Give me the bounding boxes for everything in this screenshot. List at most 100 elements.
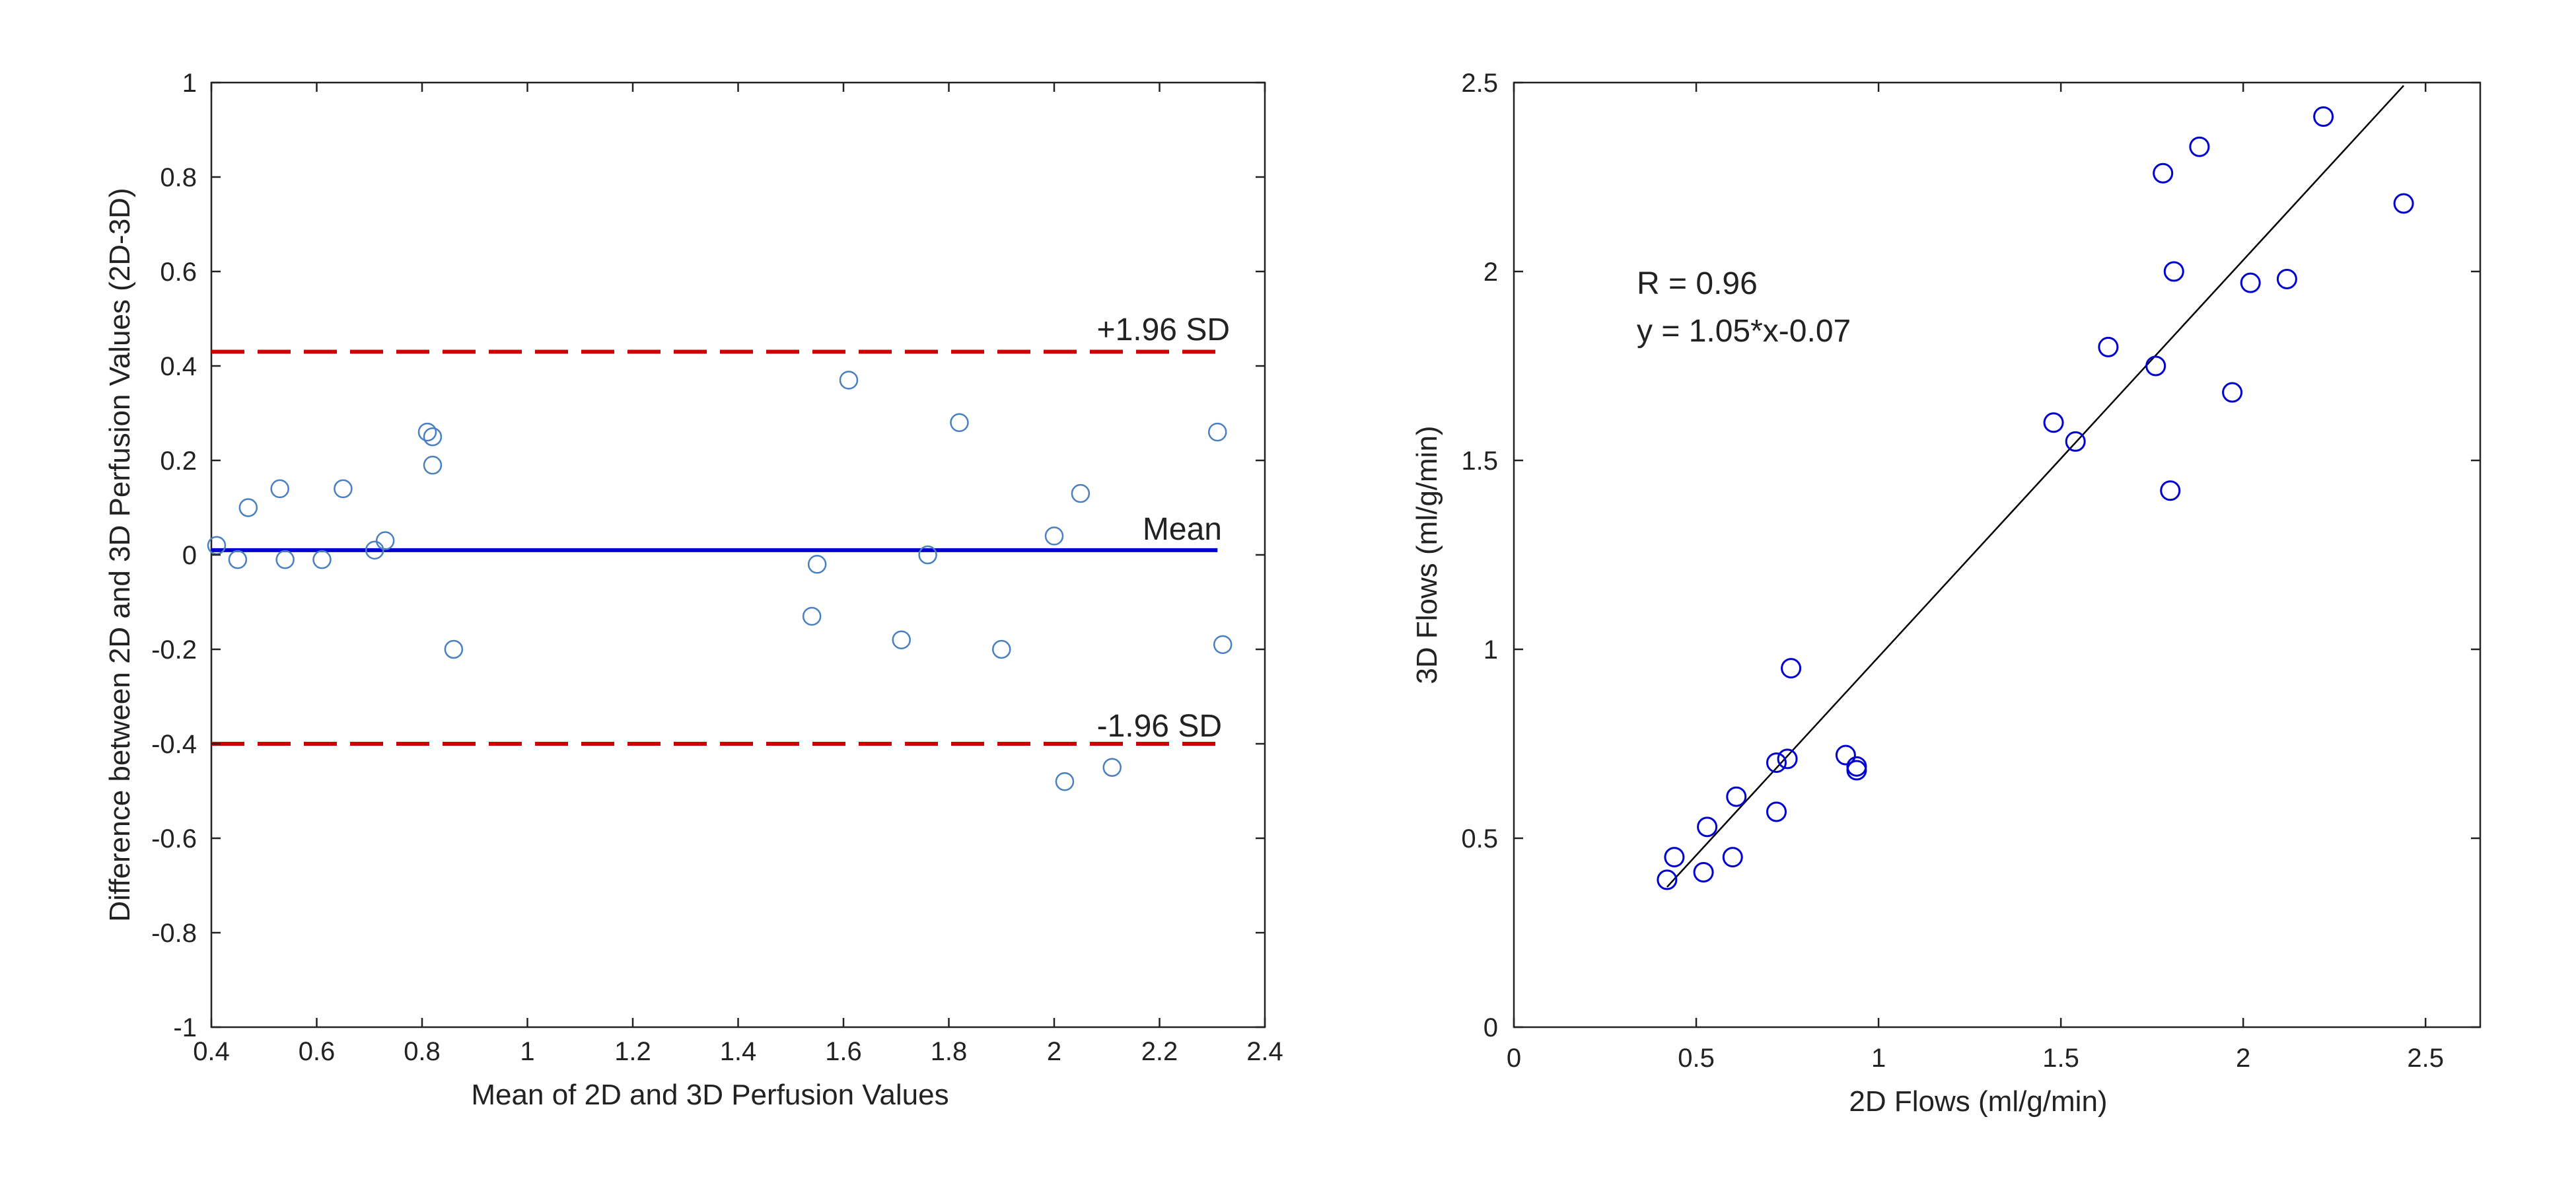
difference-point: [275, 550, 295, 569]
flow-point: [1664, 847, 1685, 868]
difference-point: [312, 550, 332, 569]
x-tick-label: 2.4: [1246, 1037, 1283, 1066]
y-tick-label: 0.6: [160, 258, 197, 287]
correlation-plot-area: [1513, 81, 2482, 1028]
flow-point: [2276, 268, 2297, 289]
bland-altman-plot: 0.4 0.6 0.8 1 1.2 1.4 1.6 1.8 2 2.2 2.4 -1 -0.8 -0.6…: [104, 69, 1283, 1111]
flow-point: [1766, 752, 1787, 774]
x-tick-label: 0: [1507, 1044, 1521, 1073]
bland-altman-reference-lines: [211, 349, 1218, 746]
correlation-points: [1657, 106, 2414, 890]
flow-point: [2163, 261, 2184, 282]
flow-point: [2313, 106, 2334, 127]
difference-point: [238, 498, 258, 517]
x-tick-label: 2: [1047, 1037, 1061, 1066]
flow-point: [2393, 193, 2414, 214]
bland-altman-upper-limit-label: +1.96 SD: [1097, 312, 1230, 347]
flow-point: [2145, 355, 2166, 377]
y-tick-label: -0.6: [151, 824, 197, 853]
difference-point: [1207, 422, 1227, 442]
difference-point: [1102, 758, 1122, 777]
x-tick-label: 2.2: [1141, 1037, 1178, 1066]
flow-point: [1693, 861, 1714, 883]
difference-point: [802, 606, 822, 626]
difference-point: [992, 639, 1011, 659]
difference-point: [423, 427, 443, 447]
flow-point: [1835, 744, 1856, 766]
difference-point: [1213, 635, 1233, 655]
x-tick-label: 0.4: [193, 1037, 230, 1066]
y-tick-label: -0.2: [151, 635, 197, 665]
x-tick-label: 0.5: [1678, 1044, 1715, 1073]
flow-point: [1697, 816, 1718, 838]
difference-point: [918, 545, 937, 565]
fit-line: [1666, 85, 2404, 888]
y-tick-label: 2.5: [1461, 69, 1498, 98]
flow-point: [1657, 869, 1678, 890]
difference-point: [365, 540, 384, 560]
correlation-fit-line-group: [1666, 85, 2404, 888]
flow-point: [1726, 786, 1747, 807]
flow-point: [1846, 760, 1867, 781]
correlation-r-annotation: R = 0.96: [1637, 266, 1758, 301]
bland-altman-lower-limit-label: -1.96 SD: [1097, 709, 1222, 744]
x-tick-label: 1: [1871, 1044, 1886, 1073]
difference-point: [444, 639, 464, 659]
bland-altman-y-ticks: -1 -0.8 -0.6 -0.4 -0.2 0 0.2 0.4 0.6 0.8 1: [151, 69, 1265, 1042]
difference-point: [1055, 772, 1075, 791]
correlation-equation-annotation: y = 1.05*x-0.07: [1637, 314, 1851, 349]
difference-point: [207, 536, 227, 555]
difference-point: [1071, 484, 1091, 503]
difference-point: [807, 555, 827, 574]
difference-point: [334, 479, 353, 499]
x-tick-label: 1.4: [720, 1037, 757, 1066]
flow-point: [2240, 272, 2261, 293]
x-tick-label: 0.6: [299, 1037, 336, 1066]
difference-point: [423, 455, 443, 475]
y-tick-label: 1: [1484, 635, 1498, 665]
correlation-x-ticks: 0 0.5 1 1.5 2 2.5: [1507, 83, 2444, 1073]
bland-altman-mean-label: Mean: [1143, 512, 1222, 547]
x-tick-label: 2.5: [2407, 1044, 2444, 1073]
flow-point: [1777, 748, 1798, 770]
flow-point: [1722, 847, 1743, 868]
correlation-y-axis-title: 3D Flows (ml/g/min): [1411, 425, 1443, 684]
difference-point: [270, 479, 289, 499]
difference-point: [839, 371, 859, 390]
flow-point: [2043, 412, 2064, 433]
bland-altman-points: [207, 371, 1233, 791]
y-tick-label: 0: [1484, 1013, 1498, 1042]
bland-altman-x-axis-title: Mean of 2D and 3D Perfusion Values: [471, 1079, 948, 1111]
flow-point: [2065, 431, 2086, 452]
difference-point: [950, 413, 969, 433]
flow-point: [2098, 336, 2119, 357]
y-tick-label: 0: [182, 541, 197, 570]
bland-altman-plot-area: [210, 81, 1266, 1028]
difference-point: [228, 550, 248, 569]
y-tick-label: 0.4: [160, 352, 197, 381]
y-tick-label: 0.2: [160, 447, 197, 476]
flow-point: [2222, 382, 2243, 403]
y-tick-label: -0.4: [151, 730, 197, 759]
x-tick-label: 1: [520, 1037, 534, 1066]
x-tick-label: 1.2: [614, 1037, 651, 1066]
y-tick-label: 1: [182, 69, 197, 98]
difference-point: [417, 422, 437, 442]
bland-altman-x-ticks: 0.4 0.6 0.8 1 1.2 1.4 1.6 1.8 2 2.2 2.4: [193, 83, 1283, 1066]
y-tick-label: -1: [173, 1013, 197, 1042]
flow-point: [1781, 658, 1802, 679]
difference-point: [1044, 526, 1064, 546]
x-tick-label: 1.5: [2042, 1044, 2079, 1073]
y-tick-label: 0.8: [160, 163, 197, 192]
difference-point: [375, 531, 395, 550]
bland-altman-y-axis-title: Difference between 2D and 3D Perfusion V…: [104, 188, 136, 921]
flow-point: [2153, 162, 2174, 184]
correlation-y-ticks: 0 0.5 1 1.5 2 2.5: [1461, 69, 2480, 1042]
x-tick-label: 0.8: [404, 1037, 441, 1066]
y-tick-label: -0.8: [151, 919, 197, 948]
correlation-x-axis-title: 2D Flows (ml/g/min): [1849, 1085, 2107, 1118]
y-tick-label: 0.5: [1461, 824, 1498, 853]
flow-point: [1766, 801, 1787, 822]
flow-point: [2189, 136, 2210, 157]
